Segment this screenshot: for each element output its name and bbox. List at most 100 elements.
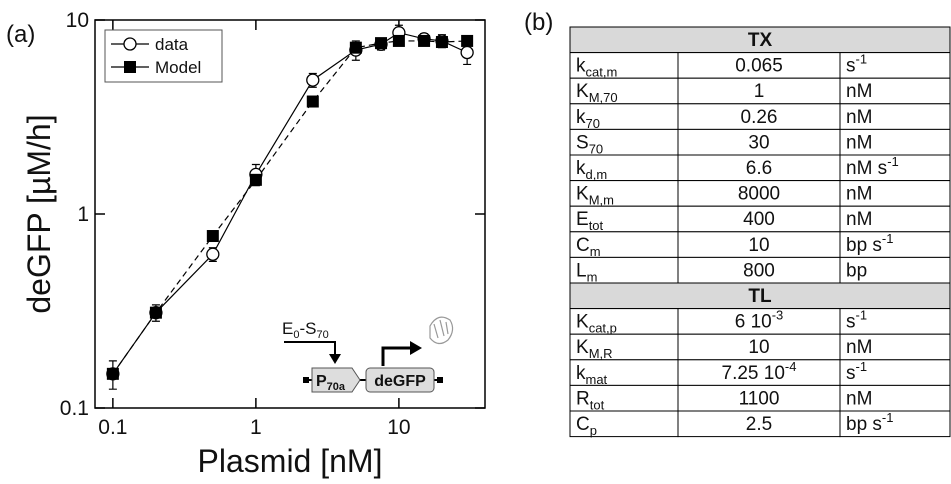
text-part: 6.6 (746, 158, 772, 179)
cell-text: kmat (576, 363, 608, 387)
marker (206, 230, 219, 243)
marker (149, 306, 162, 319)
x-tick-label: 10 (387, 416, 410, 439)
cell-text: nM s-1 (846, 154, 899, 179)
subscript: tot (590, 397, 605, 412)
gene-box (365, 367, 435, 393)
cell-text: 6.6 (746, 158, 772, 179)
text-part: bp s (846, 414, 882, 435)
table-cell (569, 308, 679, 335)
cell-text: S70 (576, 132, 603, 156)
y-tick-label: 1 (77, 203, 89, 226)
cell-text: Lm (576, 260, 597, 284)
text-part: 6 10 (735, 312, 772, 333)
gene-label: deGFP (374, 373, 426, 390)
text-part: bp s (846, 235, 882, 256)
cell-text: kd,m (576, 158, 607, 182)
subscript: mat (586, 372, 608, 387)
cell-text: KM,70 (576, 81, 618, 105)
subscript: m (587, 269, 598, 284)
cell-text: KM,m (576, 184, 614, 208)
text-part: nM s (846, 158, 887, 179)
section-header (569, 282, 951, 310)
text-part: k (576, 363, 586, 384)
legend-label: data (155, 35, 189, 54)
promoter-box (311, 367, 361, 393)
cell-text: 7.25 10-4 (722, 359, 797, 384)
marker (306, 73, 320, 87)
superscript: -3 (772, 308, 784, 323)
table-cell (839, 128, 951, 156)
cell-text: s-1 (846, 359, 867, 384)
y-tick-label: 10 (66, 9, 89, 32)
table-cell (569, 52, 679, 79)
y-axis-label: deGFP [µM/h] (21, 114, 57, 313)
marker (249, 173, 262, 186)
text-part: 800 (743, 260, 775, 281)
superscript: -1 (887, 154, 899, 169)
cell-text: nM (846, 81, 872, 102)
text-part: nM (846, 81, 872, 102)
table-cell (677, 410, 841, 438)
subscript: cat,m (586, 65, 618, 80)
cell-text: nM (846, 337, 872, 358)
superscript: -1 (856, 308, 868, 323)
text-part: 7.25 10 (722, 363, 785, 384)
marker (349, 41, 362, 54)
text-part: 400 (743, 209, 775, 230)
cell-text: Etot (576, 209, 604, 233)
cell-text: 0.065 (735, 56, 783, 77)
text-part: 10 (748, 337, 769, 358)
cell-text: nM (846, 209, 872, 230)
marker (460, 45, 474, 60)
marker (375, 37, 388, 50)
text-part: K (576, 184, 589, 205)
cell-text: 1 (754, 81, 765, 102)
activator-label: E0-S70 (282, 319, 329, 341)
cell-text: kcat,m (576, 56, 617, 80)
marker (418, 34, 431, 47)
text-part: nM (846, 107, 872, 128)
text-part: 8000 (738, 184, 780, 205)
text-part: C (576, 414, 590, 435)
x-tick-label: 0.1 (98, 416, 127, 439)
table-cell (569, 333, 679, 361)
marker (123, 37, 137, 51)
table-cell (839, 103, 951, 130)
subscript: M,m (589, 193, 614, 208)
text-part: S (576, 132, 589, 153)
section-title: TX (748, 30, 773, 51)
cell-text: 2.5 (746, 414, 772, 435)
cell-text: s-1 (846, 308, 867, 333)
superscript: -4 (785, 359, 797, 374)
legend-box (104, 29, 223, 83)
text-part: nM (846, 132, 872, 153)
table-cell (839, 205, 951, 233)
text-part: K (576, 81, 589, 102)
subscript: tot (589, 218, 604, 233)
cell-text: 10 (748, 337, 769, 358)
table-cell (677, 359, 841, 386)
text-part: 10 (748, 235, 769, 256)
table-cell (677, 180, 841, 207)
dna-end (303, 377, 309, 383)
marker (392, 34, 405, 47)
text-part: k (576, 158, 586, 179)
table-cell (677, 154, 841, 182)
cell-text: bp s-1 (846, 410, 893, 435)
marker (306, 95, 319, 108)
x-tick-label: 1 (250, 416, 262, 439)
text-part: 2.5 (746, 414, 772, 435)
table-cell (569, 231, 679, 258)
marker (124, 61, 136, 73)
cell-text: KM,R (576, 337, 613, 361)
text-part: 1100 (739, 388, 780, 409)
dna-end (437, 377, 443, 383)
text-part: K (576, 337, 589, 358)
marker (206, 247, 220, 261)
subscript: 70 (589, 141, 603, 156)
cell-text: 1100 (739, 388, 780, 409)
text-part: R (576, 388, 590, 409)
